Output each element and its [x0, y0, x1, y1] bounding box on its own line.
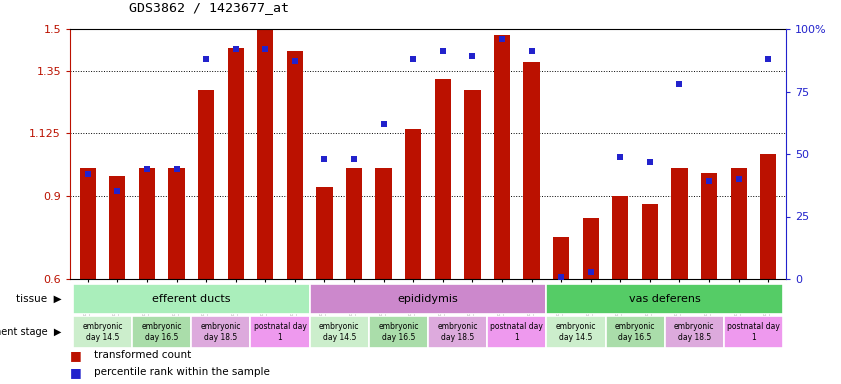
Text: embryonic
day 18.5: embryonic day 18.5	[674, 322, 715, 342]
Point	[288, 58, 302, 65]
Bar	[369, 316, 428, 348]
Text: ■: ■	[70, 366, 86, 379]
Text: embryonic
day 18.5: embryonic day 18.5	[201, 322, 241, 342]
Bar	[251, 316, 309, 348]
Text: transformed count: transformed count	[93, 350, 191, 360]
Text: embryonic
day 18.5: embryonic day 18.5	[437, 322, 478, 342]
Point	[229, 46, 242, 52]
Bar	[73, 284, 309, 314]
Text: embryonic
day 14.5: embryonic day 14.5	[82, 322, 123, 342]
Bar	[168, 168, 185, 279]
Point	[554, 273, 568, 280]
Bar	[287, 51, 303, 279]
Bar	[228, 48, 244, 279]
Text: embryonic
day 14.5: embryonic day 14.5	[556, 322, 596, 342]
Text: embryonic
day 16.5: embryonic day 16.5	[141, 322, 182, 342]
Point	[614, 154, 627, 160]
Text: efferent ducts: efferent ducts	[152, 294, 230, 304]
Bar	[316, 187, 332, 279]
Point	[643, 159, 657, 165]
Point	[258, 46, 272, 52]
Text: embryonic
day 16.5: embryonic day 16.5	[378, 322, 419, 342]
Bar	[109, 176, 125, 279]
Text: epididymis: epididymis	[398, 294, 458, 304]
Bar	[198, 90, 214, 279]
Text: GDS3862 / 1423677_at: GDS3862 / 1423677_at	[129, 1, 288, 14]
Point	[347, 156, 361, 162]
Point	[732, 176, 745, 182]
Bar	[553, 237, 569, 279]
Bar	[428, 316, 487, 348]
Bar	[405, 129, 421, 279]
Bar	[346, 168, 362, 279]
Point	[170, 166, 183, 172]
Bar	[547, 316, 606, 348]
Bar	[583, 218, 599, 279]
Bar	[760, 154, 776, 279]
Point	[761, 56, 775, 62]
Text: tissue  ▶: tissue ▶	[16, 294, 61, 304]
Bar	[642, 204, 658, 279]
Bar	[132, 316, 191, 348]
Bar	[257, 10, 273, 279]
Point	[584, 268, 597, 275]
Bar	[191, 316, 251, 348]
Bar	[435, 79, 451, 279]
Point	[199, 56, 213, 62]
Bar	[487, 316, 547, 348]
Point	[495, 36, 509, 42]
Point	[111, 189, 124, 195]
Bar	[724, 316, 783, 348]
Bar	[73, 316, 132, 348]
Point	[525, 48, 538, 55]
Bar	[671, 168, 688, 279]
Bar	[375, 168, 392, 279]
Point	[377, 121, 390, 127]
Bar	[464, 90, 480, 279]
Bar	[80, 168, 96, 279]
Point	[140, 166, 154, 172]
Text: ■: ■	[70, 349, 86, 362]
Point	[702, 179, 716, 185]
Point	[406, 56, 420, 62]
Point	[673, 81, 686, 87]
Bar	[731, 168, 747, 279]
Text: embryonic
day 14.5: embryonic day 14.5	[319, 322, 359, 342]
Text: postnatal day
1: postnatal day 1	[727, 322, 780, 342]
Bar	[701, 174, 717, 279]
Bar	[547, 284, 783, 314]
Bar	[523, 62, 540, 279]
Text: vas deferens: vas deferens	[629, 294, 701, 304]
Text: percentile rank within the sample: percentile rank within the sample	[93, 367, 269, 377]
Text: development stage  ▶: development stage ▶	[0, 327, 61, 337]
Bar	[309, 284, 547, 314]
Point	[436, 48, 450, 55]
Text: postnatal day
1: postnatal day 1	[490, 322, 543, 342]
Point	[81, 171, 94, 177]
Text: postnatal day
1: postnatal day 1	[254, 322, 306, 342]
Bar	[309, 316, 369, 348]
Bar	[606, 316, 664, 348]
Text: embryonic
day 16.5: embryonic day 16.5	[615, 322, 655, 342]
Bar	[494, 35, 510, 279]
Point	[466, 53, 479, 60]
Point	[318, 156, 331, 162]
Bar	[612, 196, 628, 279]
Bar	[139, 168, 155, 279]
Bar	[664, 316, 724, 348]
